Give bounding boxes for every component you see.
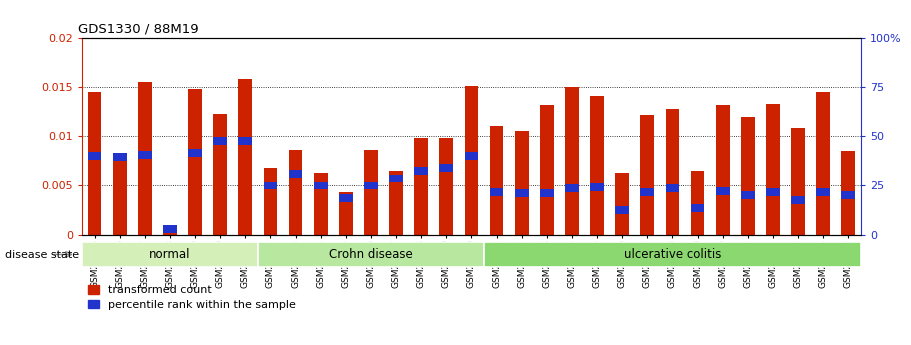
- Legend: transformed count, percentile rank within the sample: transformed count, percentile rank withi…: [87, 285, 295, 310]
- Bar: [138, 151, 152, 159]
- Bar: [816, 92, 830, 235]
- Bar: [741, 191, 754, 199]
- Bar: [263, 168, 277, 235]
- Bar: [484, 241, 861, 267]
- Bar: [515, 189, 528, 197]
- Bar: [540, 105, 554, 235]
- Bar: [439, 138, 454, 235]
- Bar: [640, 115, 654, 235]
- Bar: [716, 105, 730, 235]
- Text: GDS1330 / 88M19: GDS1330 / 88M19: [78, 22, 199, 36]
- Bar: [489, 127, 504, 235]
- Bar: [339, 194, 353, 202]
- Bar: [540, 189, 554, 197]
- Bar: [766, 188, 780, 196]
- Text: disease state: disease state: [5, 250, 78, 259]
- Bar: [87, 152, 101, 160]
- Text: ulcerative colitis: ulcerative colitis: [624, 248, 722, 261]
- Bar: [415, 167, 428, 175]
- Bar: [138, 82, 152, 235]
- Bar: [465, 152, 478, 160]
- Bar: [389, 175, 403, 183]
- Bar: [339, 192, 353, 235]
- Bar: [590, 96, 604, 235]
- Bar: [263, 181, 277, 189]
- Bar: [213, 137, 227, 145]
- Bar: [615, 172, 630, 235]
- Bar: [515, 131, 528, 235]
- Bar: [716, 187, 730, 195]
- Bar: [239, 137, 252, 145]
- Bar: [415, 138, 428, 235]
- Bar: [465, 86, 478, 235]
- Bar: [289, 170, 302, 178]
- Bar: [741, 117, 754, 235]
- Bar: [489, 188, 504, 196]
- Bar: [82, 241, 258, 267]
- Bar: [258, 241, 484, 267]
- Text: Crohn disease: Crohn disease: [329, 248, 413, 261]
- Bar: [289, 150, 302, 235]
- Bar: [766, 104, 780, 235]
- Bar: [113, 156, 127, 235]
- Bar: [691, 204, 704, 212]
- Bar: [565, 185, 578, 192]
- Bar: [691, 171, 704, 235]
- Bar: [439, 164, 454, 172]
- Bar: [113, 153, 127, 161]
- Bar: [163, 225, 177, 233]
- Bar: [189, 149, 202, 157]
- Bar: [640, 188, 654, 196]
- Bar: [590, 184, 604, 191]
- Bar: [842, 191, 855, 199]
- Bar: [213, 114, 227, 235]
- Bar: [791, 128, 805, 235]
- Bar: [313, 172, 328, 235]
- Text: normal: normal: [149, 248, 190, 261]
- Bar: [565, 87, 578, 235]
- Bar: [364, 150, 378, 235]
- Bar: [666, 109, 680, 235]
- Bar: [816, 188, 830, 196]
- Bar: [189, 89, 202, 235]
- Bar: [615, 206, 630, 214]
- Bar: [791, 196, 805, 204]
- Bar: [666, 185, 680, 192]
- Bar: [364, 181, 378, 189]
- Bar: [842, 151, 855, 235]
- Bar: [239, 79, 252, 235]
- Bar: [313, 181, 328, 189]
- Bar: [87, 92, 101, 235]
- Bar: [163, 230, 177, 235]
- Bar: [389, 171, 403, 235]
